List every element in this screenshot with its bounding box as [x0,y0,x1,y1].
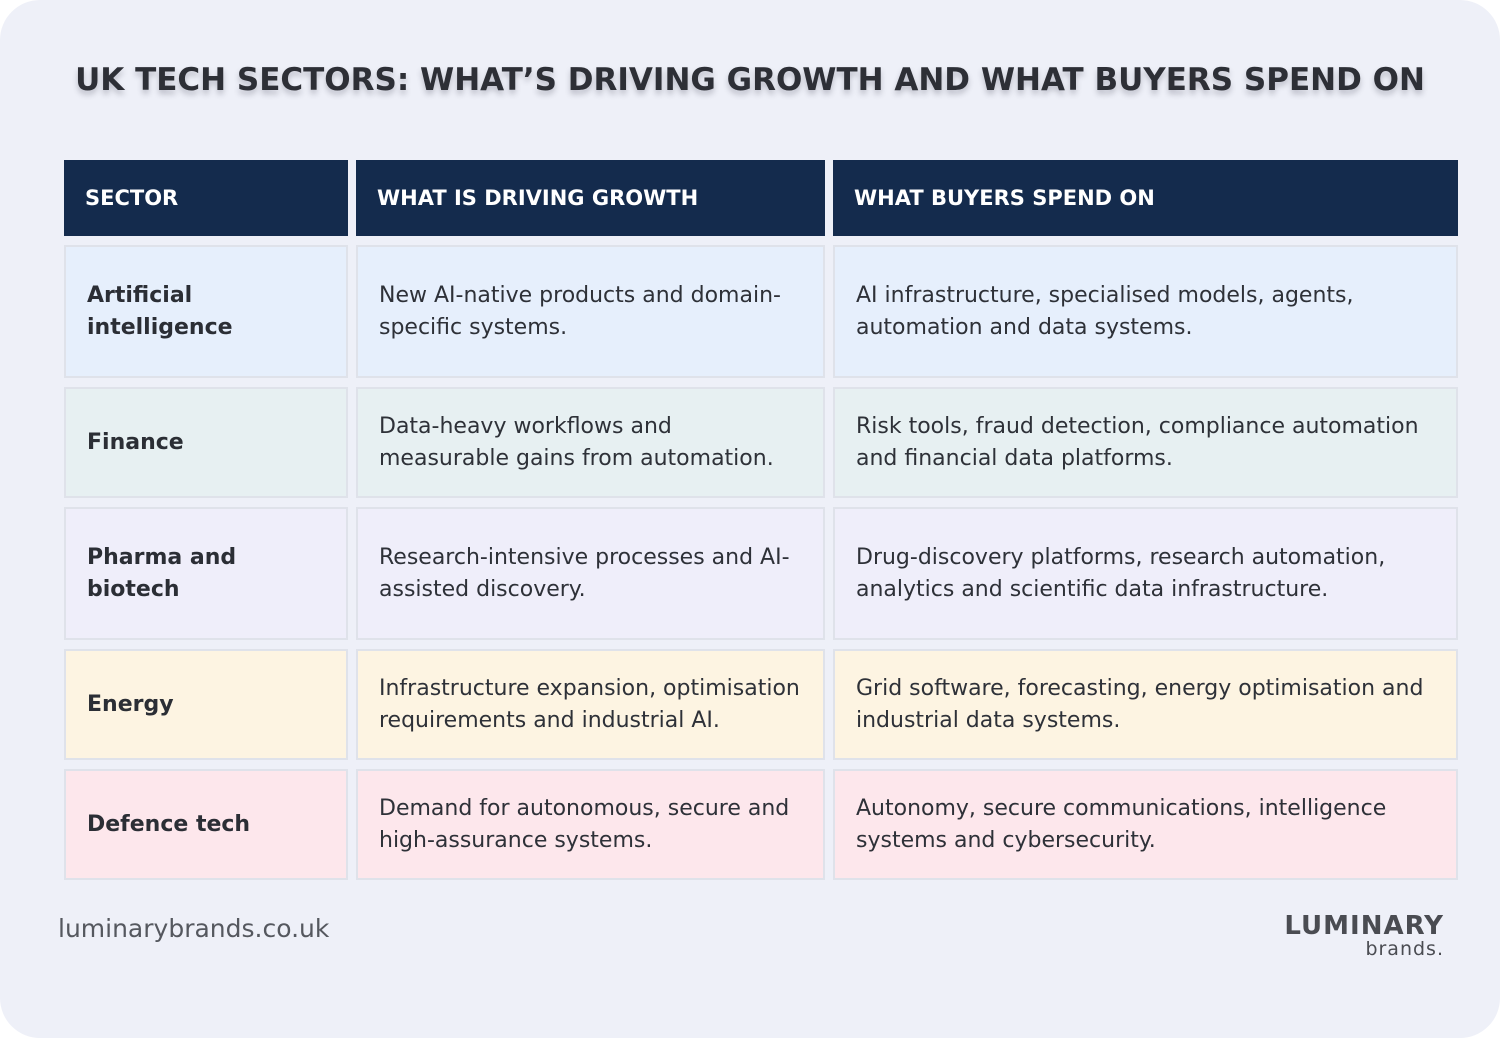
growth-cell: New AI-native products and domain-specif… [356,245,825,378]
sector-cell: Defence tech [64,769,348,880]
logo-subtext: brands. [1365,938,1444,960]
sector-cell: Pharma and biotech [64,507,348,640]
sector-cell: Artificial intelligence [64,245,348,378]
spend-cell: AI infrastructure, specialised models, a… [833,245,1458,378]
brand-logo: LUMINARY brands. [1284,911,1444,960]
growth-cell: Research-intensive processes and AI-assi… [356,507,825,640]
header-growth: WHAT IS DRIVING GROWTH [356,160,825,236]
page-title: UK TECH SECTORS: WHAT’S DRIVING GROWTH A… [75,62,1425,98]
spend-cell: Drug-discovery platforms, research autom… [833,507,1458,640]
website-url: luminarybrands.co.uk [58,914,330,943]
spend-cell: Autonomy, secure communications, intelli… [833,769,1458,880]
sector-cell: Energy [64,649,348,760]
spend-cell: Risk tools, fraud detection, compliance … [833,387,1458,498]
header-spend: WHAT BUYERS SPEND ON [833,160,1458,236]
sector-table: SECTOR WHAT IS DRIVING GROWTH WHAT BUYER… [64,160,1458,880]
header-sector: SECTOR [64,160,348,236]
logo-wordmark: LUMINARY [1284,911,1444,941]
growth-cell: Demand for autonomous, secure and high-a… [356,769,825,880]
growth-cell: Data-heavy workflows and measurable gain… [356,387,825,498]
sector-cell: Finance [64,387,348,498]
spend-cell: Grid software, forecasting, energy optim… [833,649,1458,760]
growth-cell: Infrastructure expansion, optimisation r… [356,649,825,760]
